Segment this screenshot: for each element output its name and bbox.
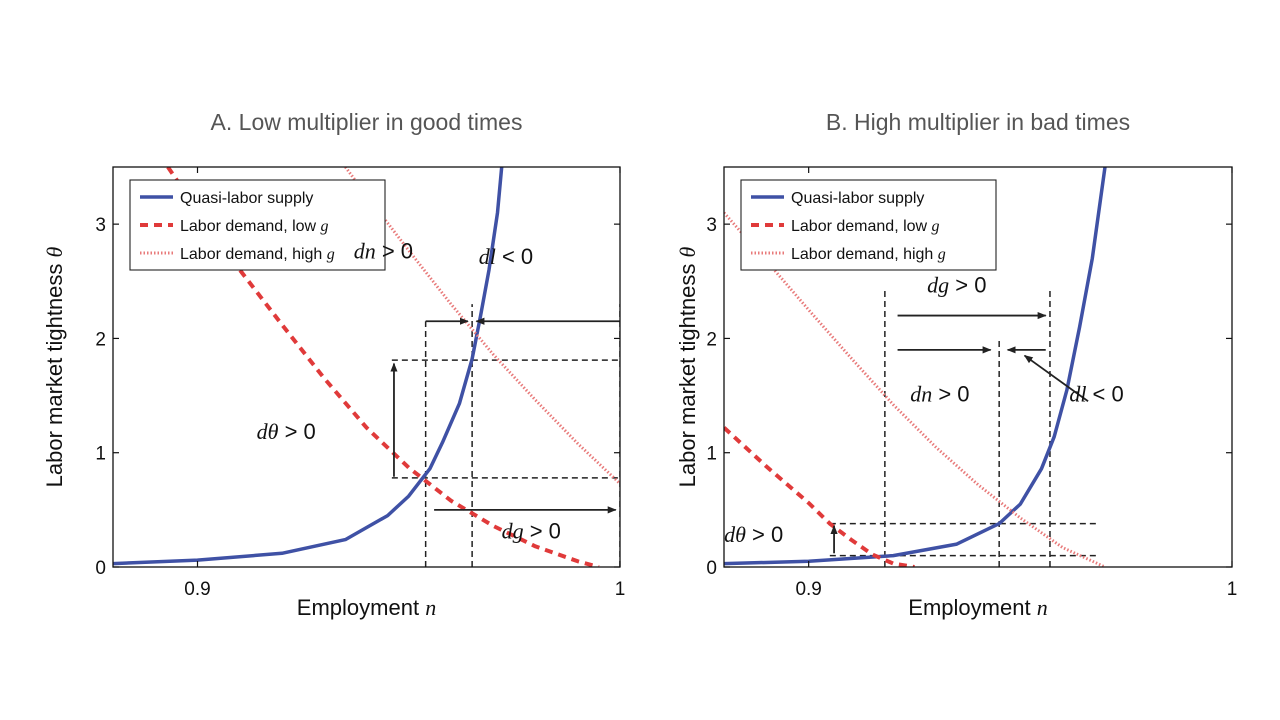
legend: Quasi-labor supply Labor demand, low g Lab… [740, 179, 997, 271]
y-tick-label: 3 [706, 215, 717, 236]
annotation-arrow [1023, 354, 1089, 403]
legend-entry-quasi-labor-supply: Quasi-labor supply [791, 190, 924, 207]
legend-entry-quasi-labor-supply: Quasi-labor supply [180, 190, 313, 207]
annotation-label: dl < 0 [479, 244, 533, 269]
annotation-label: dl < 0 [1069, 381, 1123, 406]
y-tick-label: 0 [706, 558, 717, 579]
y-tick-label: 1 [706, 444, 717, 465]
panel-a: A. Low multiplier in good times 0 1 2 3 0.9 1 E… [42, 109, 625, 620]
series-labor-demand-high-g [344, 167, 620, 485]
annotation-label: dn > 0 [354, 238, 413, 263]
panel-b: B. High multiplier in bad times 0 1 2 3 0.9 1 E… [675, 109, 1237, 620]
legend-entry-labor-demand-high-g: Labor demand, high g [791, 246, 946, 263]
annotation-label: dθ > 0 [257, 419, 316, 444]
x-axis-label: Employment n [908, 595, 1047, 620]
x-tick-label: 0.9 [795, 579, 821, 600]
series-quasi-labor-supply [113, 167, 504, 566]
y-tick-label: 1 [95, 444, 106, 465]
y-tick-label: 0 [95, 558, 106, 579]
x-tick-label: 1 [615, 579, 626, 600]
plot-frame [723, 166, 1233, 568]
legend-entry-labor-demand-low-g: Labor demand, low g [791, 218, 940, 235]
legend-entry-labor-demand-low-g: Labor demand, low g [180, 218, 329, 235]
y-tick-label: 3 [95, 215, 106, 236]
annotation-label: dn > 0 [910, 381, 969, 406]
x-tick-label: 0.9 [184, 579, 210, 600]
x-axis-label: Employment n [297, 595, 436, 620]
chart-title: B. High multiplier in bad times [826, 109, 1130, 135]
y-axis-label: Labor market tightness θ [42, 246, 67, 487]
plot-frame [112, 166, 621, 568]
series-labor-demand-low-g [724, 426, 915, 567]
annotation-label: dθ > 0 [724, 522, 783, 547]
legend-entry-labor-demand-high-g: Labor demand, high g [180, 246, 335, 263]
legend: Quasi-labor supply Labor demand, low g Lab… [129, 179, 386, 271]
x-tick-label: 1 [1227, 579, 1238, 600]
y-tick-label: 2 [95, 329, 106, 350]
y-tick-label: 2 [706, 329, 717, 350]
series-labor-demand-high-g [724, 211, 1106, 567]
y-axis-label: Labor market tightness θ [675, 246, 700, 487]
annotation-label: dg > 0 [927, 273, 986, 298]
annotation-label: dg > 0 [502, 518, 561, 543]
chart-title: A. Low multiplier in good times [211, 109, 523, 135]
